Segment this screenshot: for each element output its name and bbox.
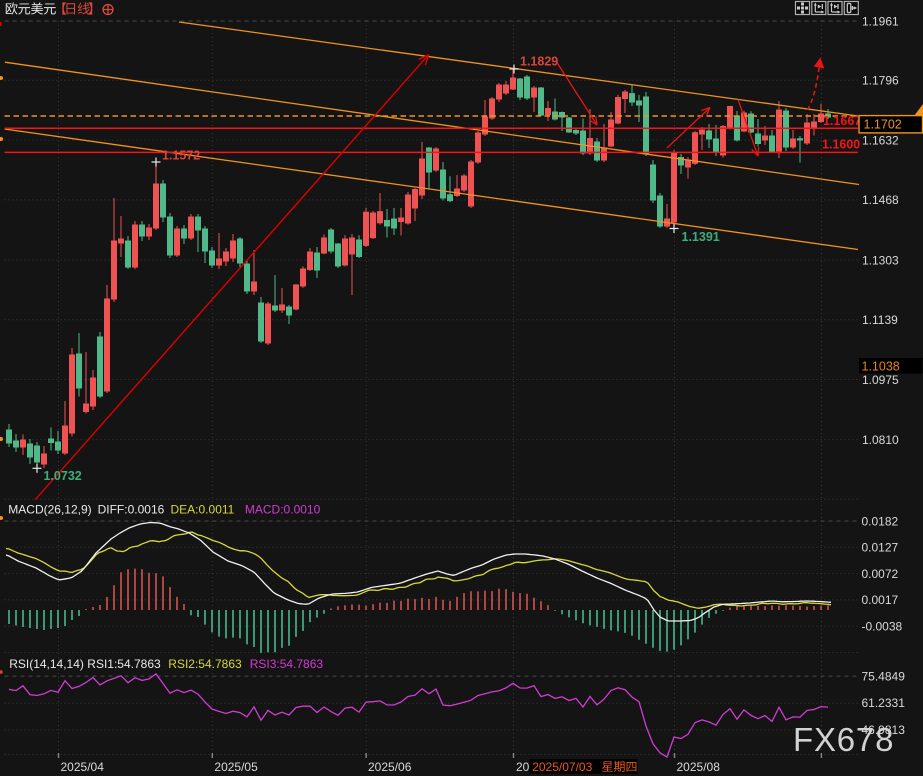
svg-text:61.2331: 61.2331 (862, 696, 906, 710)
svg-text:1.1572: 1.1572 (162, 149, 200, 163)
svg-text:1.0810: 1.0810 (862, 433, 899, 447)
svg-text:RSI1:54.7863: RSI1:54.7863 (87, 657, 161, 671)
svg-text:1.1632: 1.1632 (862, 133, 899, 147)
svg-text:RSI2:54.7863: RSI2:54.7863 (168, 657, 242, 671)
svg-text:0.0072: 0.0072 (862, 567, 899, 581)
svg-text:2025/08: 2025/08 (677, 760, 721, 774)
svg-text:1.0732: 1.0732 (44, 469, 82, 483)
svg-text:2025/06: 2025/06 (368, 760, 412, 774)
svg-text:1.1139: 1.1139 (862, 313, 898, 327)
svg-text:RSI3:54.7863: RSI3:54.7863 (250, 657, 324, 671)
svg-text:0.0017: 0.0017 (862, 593, 899, 607)
svg-text:1.1303: 1.1303 (862, 253, 899, 267)
svg-text:1.1829: 1.1829 (520, 55, 558, 69)
svg-text:1.1600: 1.1600 (822, 138, 860, 152)
svg-text:1.1468: 1.1468 (862, 193, 899, 207)
svg-text:0.0127: 0.0127 (862, 541, 899, 555)
svg-text:MACD:0.0010: MACD:0.0010 (245, 503, 321, 517)
svg-text:1.1702: 1.1702 (864, 118, 902, 132)
svg-text:DIFF:0.0016: DIFF:0.0016 (98, 503, 165, 517)
svg-text:1.1796: 1.1796 (862, 74, 899, 88)
svg-text:RSI(14,14,14): RSI(14,14,14) (9, 657, 84, 671)
svg-text:-0.0038: -0.0038 (862, 620, 903, 634)
svg-text:0.0182: 0.0182 (862, 514, 899, 528)
svg-text:75.4849: 75.4849 (862, 669, 906, 683)
svg-text:46.9813: 46.9813 (862, 723, 906, 737)
svg-text:1.1961: 1.1961 (862, 14, 899, 28)
svg-text:1.1667: 1.1667 (823, 114, 861, 128)
svg-text:2025/07/03: 2025/07/03 (532, 760, 592, 774)
svg-text:1.0975: 1.0975 (862, 373, 899, 387)
svg-text:1.1038: 1.1038 (862, 359, 900, 373)
svg-text:MACD(26,12,9): MACD(26,12,9) (8, 503, 91, 517)
svg-text:2025/05: 2025/05 (214, 760, 258, 774)
svg-text:FX678: FX678 (793, 721, 894, 758)
svg-text:DEA:0.0011: DEA:0.0011 (171, 503, 235, 517)
svg-text:1.1391: 1.1391 (682, 230, 720, 244)
svg-text:2025/04: 2025/04 (61, 760, 105, 774)
